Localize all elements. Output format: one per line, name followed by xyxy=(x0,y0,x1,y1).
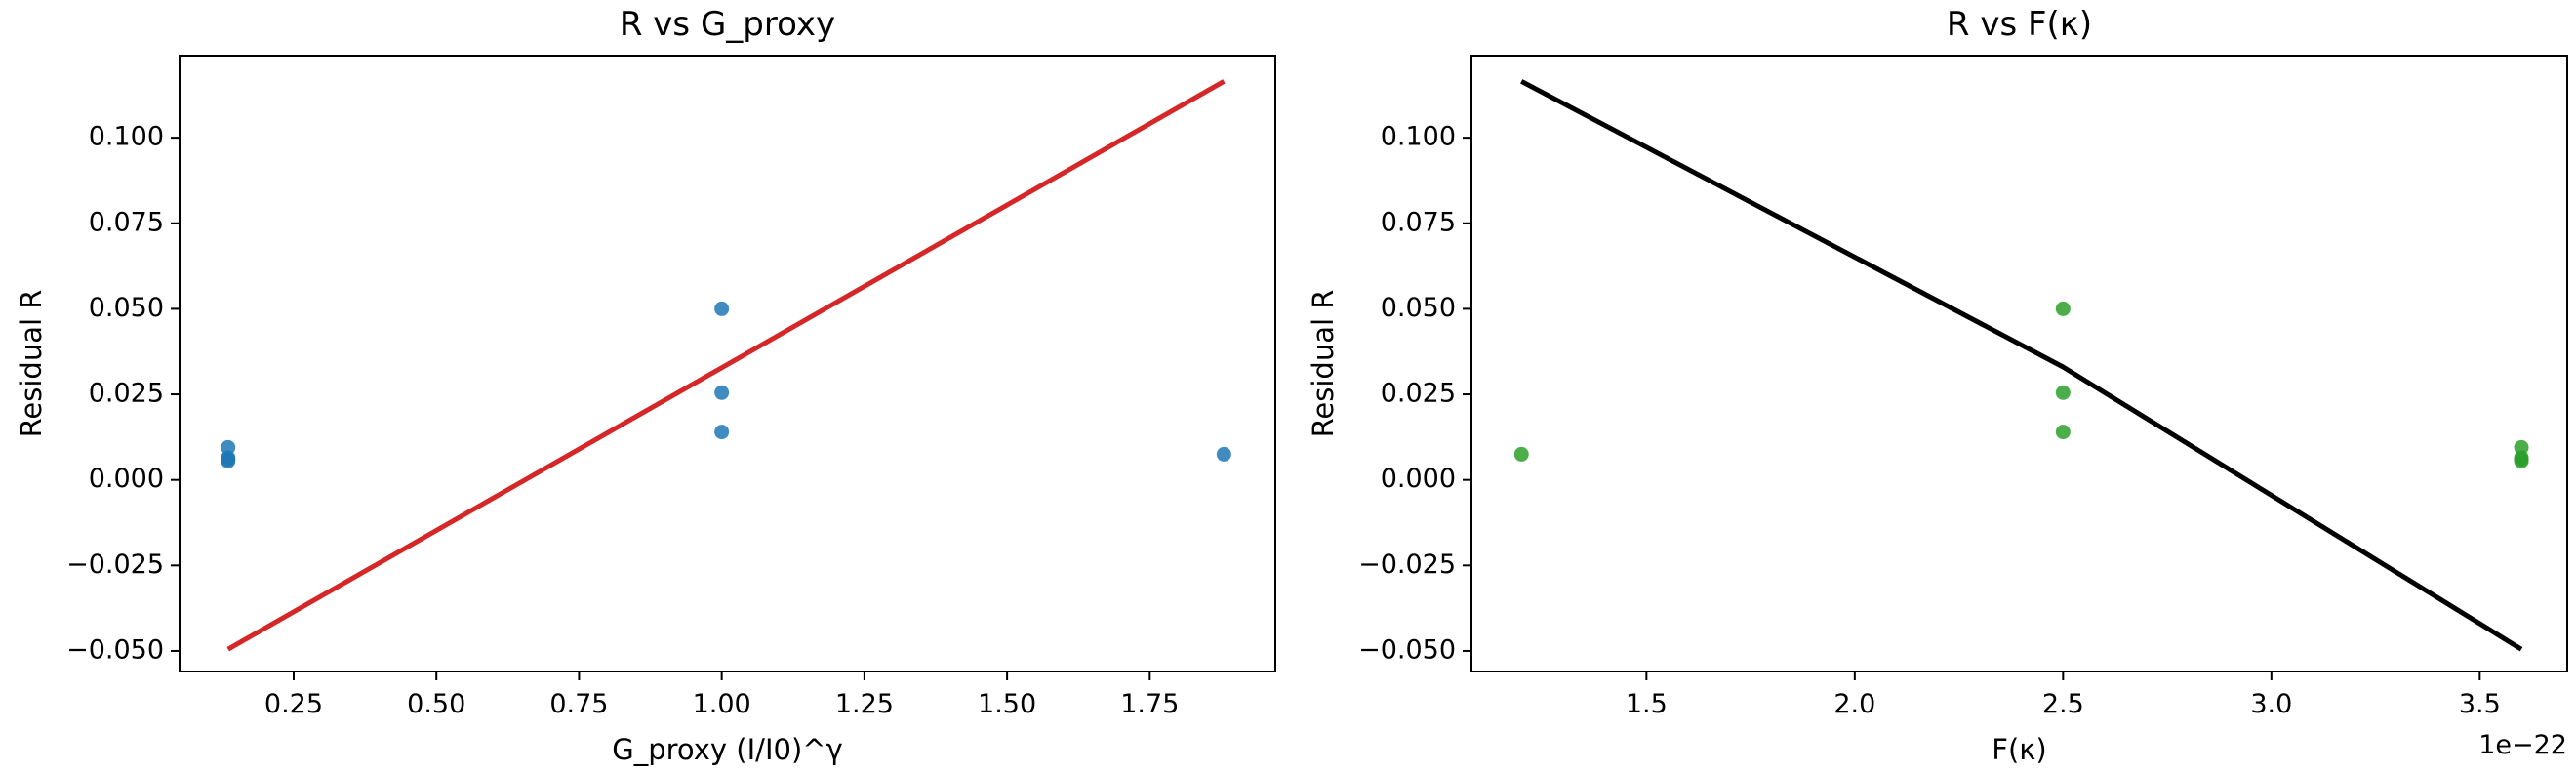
x-tick-label: 3.0 xyxy=(2250,689,2292,719)
fit-line xyxy=(1520,79,2523,652)
tick-group: 1.5 2.0 2.5 3.0 3.5 −0.050 −0.025 0.000 0.025 0.0… xyxy=(1358,122,2501,719)
data-point xyxy=(714,385,730,400)
data-point xyxy=(1216,446,1231,462)
x-tick-label: 3.5 xyxy=(2459,689,2501,719)
marks-group xyxy=(221,79,1231,652)
x-tick-label: 0.25 xyxy=(264,689,323,719)
y-tick-label: −0.025 xyxy=(66,549,164,580)
x-tick-label: 2.5 xyxy=(2042,689,2084,719)
x-offset-label: 1e−22 xyxy=(2478,730,2567,760)
data-point xyxy=(2055,425,2071,440)
x-tick-label: 2.0 xyxy=(1833,689,1875,719)
y-tick-label: 0.000 xyxy=(1381,464,1456,494)
fit-line xyxy=(226,79,1226,652)
marks-group xyxy=(1513,79,2529,652)
x-tick-label: 1.50 xyxy=(978,689,1036,719)
data-point xyxy=(2055,385,2071,400)
data-point xyxy=(221,439,236,455)
y-tick-label: 0.025 xyxy=(89,379,164,409)
y-tick-label: 0.100 xyxy=(89,122,164,152)
y-axis-label: Residual R xyxy=(1307,290,1340,438)
data-point xyxy=(714,425,730,440)
chart-r-vs-gproxy: R vs G_proxy G_proxy (I/I0)^γ Residual R… xyxy=(15,5,1276,766)
x-axis-label: G_proxy (I/I0)^γ xyxy=(612,733,842,766)
x-tick-label: 1.25 xyxy=(835,689,894,719)
y-tick-label: 0.050 xyxy=(89,293,164,323)
data-point xyxy=(714,301,730,316)
x-tick-label: 1.75 xyxy=(1120,689,1179,719)
x-tick-label: 0.50 xyxy=(407,689,465,719)
data-point xyxy=(2514,439,2529,455)
x-tick-label: 1.5 xyxy=(1626,689,1668,719)
data-point xyxy=(221,453,236,468)
chart-title: R vs F(κ) xyxy=(1947,5,2092,44)
plot-frame xyxy=(1470,55,2568,672)
tick-group: 0.25 0.50 0.75 1.00 1.25 1.50 1.75 −0.050 −0.025… xyxy=(66,122,1179,719)
chart-title: R vs G_proxy xyxy=(620,5,835,44)
y-tick-label: 0.075 xyxy=(1381,207,1456,237)
data-point xyxy=(2514,453,2529,468)
x-axis-label: F(κ) xyxy=(1992,733,2046,766)
data-point xyxy=(2055,301,2071,316)
y-tick-label: −0.025 xyxy=(1358,549,1456,580)
y-tick-label: 0.075 xyxy=(89,207,164,237)
data-point xyxy=(1513,446,1529,462)
chart-r-vs-fkappa: R vs F(κ) F(κ) Residual R 1e−22 1.5 2.0 2.… xyxy=(1307,5,2568,766)
x-tick-label: 0.75 xyxy=(549,689,608,719)
x-tick-label: 1.00 xyxy=(693,689,751,719)
y-tick-label: 0.050 xyxy=(1381,293,1456,323)
y-axis-label: Residual R xyxy=(15,290,48,438)
y-tick-label: 0.000 xyxy=(89,464,164,494)
plot-frame xyxy=(179,55,1276,672)
y-tick-label: −0.050 xyxy=(1358,634,1456,665)
y-tick-label: 0.100 xyxy=(1381,122,1456,152)
y-tick-label: 0.025 xyxy=(1381,379,1456,409)
y-tick-label: −0.050 xyxy=(66,634,164,665)
